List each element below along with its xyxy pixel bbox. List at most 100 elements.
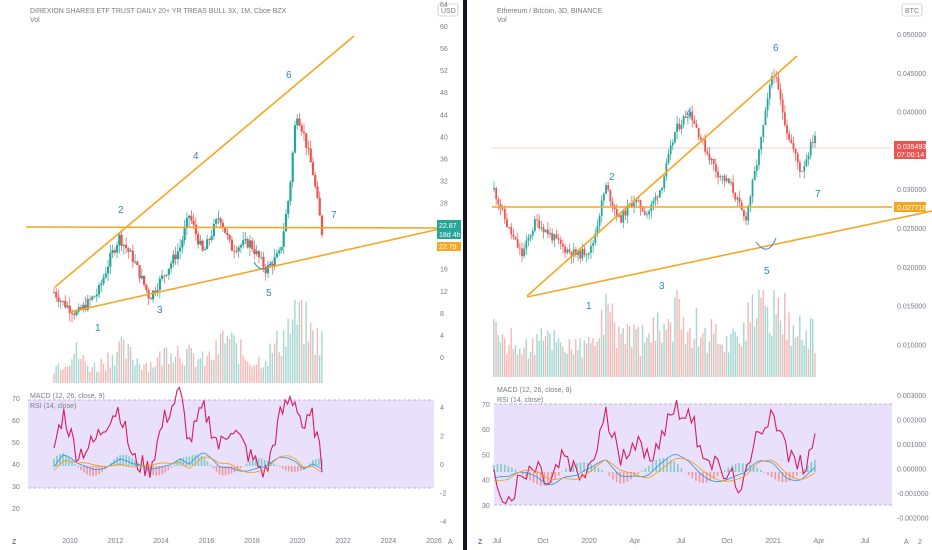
macd-histogram-bar [266, 460, 269, 466]
right-currency-badge[interactable] [901, 3, 923, 17]
candle-body [197, 234, 200, 245]
macd-histogram-bar [705, 472, 708, 483]
macd-histogram-bar [53, 458, 55, 466]
volume-bar [80, 359, 82, 383]
candle-body [161, 275, 164, 279]
left-signal-line [53, 455, 323, 474]
left-auto-scale-toggle[interactable]: A [448, 539, 453, 546]
price-axis-tick: 48 [440, 90, 448, 97]
candle-body [255, 251, 258, 254]
macd-histogram-bar [290, 466, 293, 472]
volume-bar [154, 366, 156, 383]
volume-bar [147, 372, 150, 383]
price-axis-tick: 0.050000 [897, 32, 926, 39]
candle-body [203, 249, 206, 251]
right-price-axis[interactable]: 0.0500000.0450000.0400000.0350000.030000… [897, 32, 926, 349]
candle-body [639, 200, 642, 209]
candle-body [176, 251, 179, 260]
time-axis-tick: 2021 [765, 538, 781, 545]
volume-bar [544, 336, 547, 377]
macd-histogram-bar [254, 458, 257, 466]
time-axis-tick: 2010 [62, 538, 78, 545]
candle-body [151, 290, 155, 300]
right-lower-trendline[interactable] [526, 210, 932, 298]
candle-body [208, 239, 211, 241]
candle-body [615, 209, 618, 217]
macd-histogram-bar [309, 463, 311, 466]
volume-bar [100, 359, 102, 383]
volume-bar [244, 359, 247, 383]
left-rsi-axis: 70 60 50 40 30 20 [12, 396, 20, 513]
left-macd-axis: 4 2 0 -2 -4 [440, 405, 446, 526]
left-chart-panel[interactable]: DIREXION SHARES ETF TRUST DAILY 20+ YR T… [12, 2, 461, 546]
right-price-value: 0.035493 [897, 144, 926, 151]
macd-histogram-bar [275, 465, 278, 466]
left-horizontal-level[interactable] [25, 226, 441, 229]
macd-axis-tick: 2 [440, 434, 444, 441]
candle-body [633, 202, 635, 207]
candle-body [55, 292, 58, 298]
left-timezone-icon[interactable]: Z [12, 539, 17, 546]
macd-histogram-bar [134, 460, 137, 466]
left-lower-trendline[interactable] [69, 227, 445, 313]
volume-bar [723, 351, 726, 377]
left-time-axis[interactable]: 2010 2012 2014 2016 2018 2020 2022 2024 2026 [62, 538, 442, 545]
volume-bar [190, 347, 192, 383]
candle-body [86, 298, 89, 310]
volume-bar [179, 357, 181, 383]
candle-body [637, 200, 640, 201]
candle-body [70, 312, 74, 314]
macd-axis-tick: 0.001000 [897, 442, 926, 449]
candle-body [652, 200, 655, 205]
volume-bar [123, 339, 125, 383]
volume-bar [807, 348, 810, 377]
volume-bar [114, 365, 116, 383]
macd-histogram-bar [558, 472, 560, 476]
volume-bar [309, 322, 312, 383]
rsi-axis-tick: 50 [482, 452, 490, 459]
macd-histogram-bar [677, 464, 679, 472]
volume-bar [672, 341, 674, 377]
right-chart-panel[interactable]: Ethereum / Bitcoin, 3D, BINANCE Vol BTC … [478, 3, 932, 546]
volume-bar [226, 336, 229, 383]
candle-body [777, 77, 780, 90]
candle-body [803, 166, 806, 172]
macd-histogram-bar [89, 466, 91, 476]
volume-bar [792, 325, 795, 377]
rsi-axis-tick: 50 [12, 440, 20, 447]
macd-histogram-bar [529, 472, 531, 481]
candle-body [129, 250, 132, 252]
volume-bar [536, 334, 538, 377]
macd-histogram-bar [752, 465, 755, 472]
candle-body [142, 275, 146, 285]
candle-body [635, 200, 638, 203]
left-currency-badge[interactable] [437, 3, 459, 17]
macd-histogram-bar [633, 472, 636, 477]
left-currency-badge-label: USD [441, 8, 456, 15]
right-rsi-axis: 70 60 50 40 30 [482, 402, 490, 510]
right-upper-trendline[interactable] [526, 55, 798, 297]
candle-body [786, 125, 788, 134]
candle-body [596, 225, 599, 234]
right-timezone-icon[interactable]: Z [478, 539, 483, 546]
right-status-indicator[interactable]: 2 [918, 539, 922, 546]
right-auto-scale-toggle[interactable]: A [904, 539, 909, 546]
macd-histogram-bar [74, 464, 76, 466]
volume-bar [188, 344, 190, 383]
candle-body [296, 118, 299, 126]
volume-bar [510, 328, 512, 377]
volume-bar [183, 365, 186, 383]
right-signal-line [494, 457, 816, 482]
macd-histogram-bar [257, 458, 260, 466]
macd-histogram-bar [503, 464, 506, 472]
candle-body [600, 200, 603, 217]
right-wave-label-5: 5 [764, 266, 770, 277]
volume-bar [59, 370, 62, 383]
left-upper-trendline[interactable] [54, 35, 355, 288]
candle-body [620, 215, 623, 223]
right-time-axis[interactable]: Jul Oct 2020 Apr Jul Oct 2021 Apr Jul [493, 538, 870, 545]
left-candles [52, 113, 324, 323]
candle-body [521, 248, 523, 257]
volume-bar [213, 360, 215, 383]
left-price-axis[interactable]: 6460565248444036322824201612840 [440, 2, 448, 362]
